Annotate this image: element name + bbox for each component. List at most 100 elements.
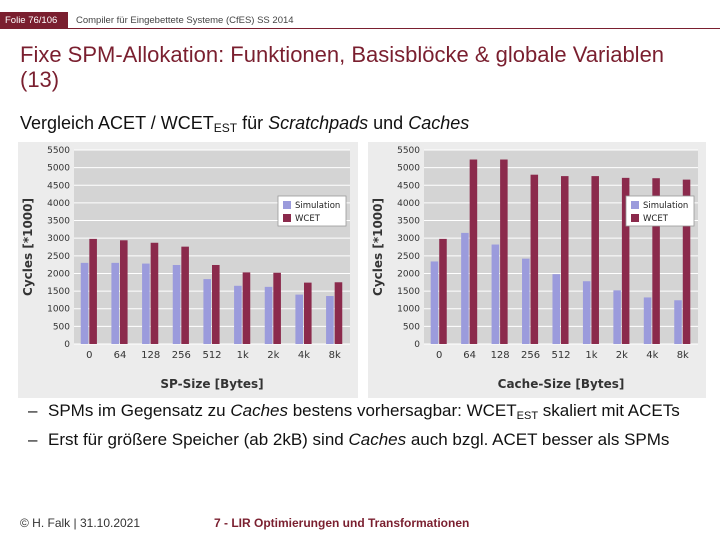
y-tick-label: 0 xyxy=(64,340,70,350)
x-tick-label: 2k xyxy=(267,350,279,361)
x-tick-label: 1k xyxy=(237,350,249,361)
y-tick-label: 4500 xyxy=(47,181,70,191)
subtitle-scratchpads: Scratchpads xyxy=(268,113,369,133)
y-tick-label: 4500 xyxy=(397,181,420,191)
bar-wcet xyxy=(530,174,539,344)
x-axis-label: SP-Size [Bytes] xyxy=(160,377,263,391)
bar-simulation xyxy=(582,281,591,344)
bar-simulation xyxy=(203,279,211,344)
bar-simulation xyxy=(430,261,439,344)
bar-wcet xyxy=(439,238,447,344)
x-tick-label: 128 xyxy=(141,350,160,361)
slide-title: Fixe SPM-Allokation: Funktionen, Basisbl… xyxy=(20,42,665,92)
legend-label: WCET xyxy=(295,214,321,224)
y-tick-label: 5500 xyxy=(397,146,420,156)
x-tick-label: 1k xyxy=(585,350,597,361)
header-divider xyxy=(68,28,720,29)
bar-simulation xyxy=(295,294,303,344)
bar-wcet xyxy=(273,272,281,344)
bar-simulation xyxy=(142,263,150,344)
bar-simulation xyxy=(264,286,273,344)
bullet-text: auch bzgl. ACET besser als SPMs xyxy=(406,430,670,449)
subtitle-sub: EST xyxy=(213,121,238,135)
bar-simulation xyxy=(552,274,560,344)
x-tick-label: 8k xyxy=(677,350,689,361)
subtitle-prefix: Vergleich ACET / WCET xyxy=(20,113,214,133)
y-tick-label: 5000 xyxy=(397,164,420,174)
bullet-item: – Erst für größere Speicher (ab 2kB) sin… xyxy=(28,429,708,451)
bullet-list: – SPMs im Gegensatz zu Caches bestens vo… xyxy=(28,400,708,453)
y-tick-label: 1500 xyxy=(397,287,420,297)
bar-simulation xyxy=(111,262,119,344)
legend-label: Simulation xyxy=(295,201,340,211)
bar-wcet xyxy=(181,246,189,344)
bullet-text: skaliert mit ACETs xyxy=(538,401,680,420)
footer-chapter: 7 - LIR Optimierungen und Transformation… xyxy=(214,516,470,530)
legend-swatch xyxy=(283,214,291,222)
x-tick-label: 0 xyxy=(86,350,92,361)
bar-wcet xyxy=(334,282,343,344)
slide-subtitle: Vergleich ACET / WCETEST für Scratchpads… xyxy=(20,112,469,139)
bar-wcet xyxy=(89,238,97,344)
x-tick-label: 256 xyxy=(172,350,191,361)
y-tick-label: 500 xyxy=(403,322,420,332)
y-tick-label: 3500 xyxy=(397,217,420,227)
bar-simulation xyxy=(461,232,469,344)
course-title: Compiler für Eingebettete Systeme (CfES)… xyxy=(76,15,294,26)
y-tick-label: 4000 xyxy=(397,199,420,209)
bullet-item: – SPMs im Gegensatz zu Caches bestens vo… xyxy=(28,400,708,427)
y-tick-label: 1500 xyxy=(47,287,70,297)
chart-spm: 0 500 1000 1500 2000 2500 3000 3500 4000 4500 5000… xyxy=(18,142,358,398)
bar-wcet xyxy=(212,264,220,344)
legend-label: WCET xyxy=(643,214,669,224)
bar-simulation xyxy=(522,258,530,344)
x-tick-label: 2k xyxy=(616,350,628,361)
bar-simulation xyxy=(326,296,334,344)
y-tick-label: 3000 xyxy=(47,234,70,244)
y-tick-label: 1000 xyxy=(397,305,420,315)
subtitle-middle: für xyxy=(237,113,269,133)
bar-simulation xyxy=(491,244,500,344)
legend-swatch xyxy=(631,201,639,209)
bullet-text: SPMs im Gegensatz zu xyxy=(48,401,231,420)
bullet-dash: – xyxy=(28,401,38,420)
x-axis-label: Cache-Size [Bytes] xyxy=(498,377,625,391)
subtitle-and: und xyxy=(368,113,409,133)
y-tick-label: 2000 xyxy=(47,269,70,279)
y-tick-label: 5000 xyxy=(47,164,70,174)
y-tick-label: 3500 xyxy=(47,217,70,227)
y-tick-label: 2500 xyxy=(47,252,70,262)
bullet-italic: Caches xyxy=(230,401,288,420)
bar-simulation xyxy=(613,290,621,344)
x-tick-label: 256 xyxy=(521,350,540,361)
bar-wcet xyxy=(150,242,159,344)
bar-simulation xyxy=(234,285,242,344)
y-tick-label: 500 xyxy=(53,322,70,332)
y-tick-label: 1000 xyxy=(47,305,70,315)
legend-label: Simulation xyxy=(643,201,688,211)
x-tick-label: 64 xyxy=(114,350,127,361)
legend-swatch xyxy=(631,214,639,222)
bar-wcet xyxy=(682,179,691,344)
y-tick-label: 2000 xyxy=(397,269,420,279)
legend-swatch xyxy=(283,201,291,209)
chart-cache: 0 500 1000 1500 2000 2500 3000 3500 4000 4500 5000… xyxy=(368,142,706,398)
bullet-text: Erst für größere Speicher (ab 2kB) sind xyxy=(48,430,349,449)
y-axis-label: Cycles [*1000] xyxy=(371,198,385,296)
bar-wcet xyxy=(591,176,599,344)
subtitle-caches: Caches xyxy=(408,113,470,133)
bar-wcet xyxy=(120,240,128,344)
bar-simulation xyxy=(80,262,89,344)
bar-simulation xyxy=(172,264,181,344)
y-axis-label: Cycles [*1000] xyxy=(21,198,35,296)
y-tick-label: 5500 xyxy=(47,146,70,156)
bar-simulation xyxy=(674,300,682,344)
bar-wcet xyxy=(500,159,508,344)
x-tick-label: 128 xyxy=(491,350,510,361)
bar-wcet xyxy=(561,176,569,344)
bar-wcet xyxy=(469,159,478,344)
bar-simulation xyxy=(643,297,652,344)
bullet-dash: – xyxy=(28,430,38,449)
x-tick-label: 512 xyxy=(202,350,221,361)
x-tick-label: 4k xyxy=(646,350,658,361)
